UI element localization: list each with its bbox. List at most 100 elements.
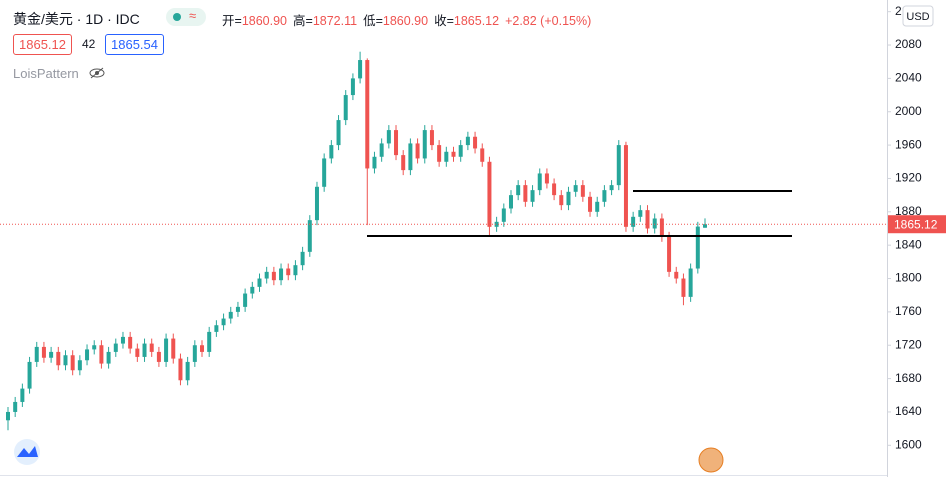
- currency-label: USD: [906, 11, 929, 23]
- y-tick-label: 1640: [895, 404, 922, 418]
- candle-body: [264, 271, 269, 279]
- candle-body: [70, 355, 75, 371]
- candle-body: [501, 208, 506, 222]
- logo-mark: [17, 446, 38, 457]
- candle-body: [638, 210, 643, 217]
- symbol[interactable]: 黄金/美元 · 1D · IDC: [13, 11, 140, 27]
- legend-value: 1865.12: [453, 14, 500, 28]
- candle-body: [156, 351, 161, 362]
- candle-body: [314, 186, 319, 221]
- candle-body: [228, 311, 233, 319]
- candle-body: [523, 185, 528, 202]
- candle-body: [631, 216, 636, 227]
- candle-body: [279, 268, 284, 281]
- candle-body: [200, 345, 205, 352]
- candle-body: [243, 293, 248, 307]
- candle-body: [451, 151, 456, 157]
- y-tick-label: 1760: [895, 304, 922, 318]
- candle-body: [322, 158, 327, 187]
- candle-body: [623, 145, 628, 227]
- bid-box[interactable]: 1865.12: [13, 34, 72, 55]
- candle-body: [113, 343, 118, 352]
- candle-body: [77, 360, 82, 371]
- candle-body: [235, 306, 240, 312]
- candle-body: [221, 318, 226, 326]
- candle-body: [386, 130, 391, 144]
- legend-value: 1860.90: [382, 14, 429, 28]
- status-pill[interactable]: ≈: [166, 8, 206, 26]
- candle-body: [171, 338, 176, 359]
- y-tick-label: 1880: [895, 204, 922, 218]
- candle-body: [164, 338, 169, 362]
- candle-body: [135, 348, 140, 357]
- ask-box[interactable]: 1865.54: [105, 34, 164, 55]
- candle-body: [695, 226, 700, 269]
- candle-body: [703, 224, 707, 228]
- candle-body: [307, 220, 312, 252]
- candle-body: [20, 388, 25, 402]
- candle-body: [588, 196, 593, 212]
- legend-label: 收=: [434, 14, 454, 28]
- hide-icon[interactable]: [88, 66, 106, 80]
- candle-body: [106, 351, 111, 364]
- y-tick-label: 1960: [895, 137, 922, 151]
- candle-body: [674, 271, 679, 279]
- candle-body: [257, 278, 262, 287]
- candle-body: [336, 120, 341, 146]
- candle-body: [300, 251, 305, 266]
- candle-body: [41, 346, 46, 358]
- candle-body: [99, 345, 104, 364]
- legend-value: 1860.90: [241, 14, 287, 28]
- candle-body: [27, 361, 32, 389]
- candle-body: [544, 173, 549, 184]
- candle-body: [56, 351, 61, 366]
- candle-body: [473, 136, 478, 149]
- currency-box[interactable]: [902, 5, 934, 27]
- candle-body: [537, 173, 542, 191]
- candle-body: [616, 145, 621, 186]
- candle-body: [566, 191, 571, 206]
- candle-body: [645, 210, 650, 229]
- y-tick-label: 1800: [895, 271, 922, 285]
- candle-body: [415, 143, 420, 159]
- candle-body: [559, 195, 564, 206]
- event-icon[interactable]: [698, 447, 724, 473]
- legend-label: 高=: [293, 14, 313, 28]
- candle-body: [350, 78, 355, 96]
- candle-body: [688, 268, 693, 297]
- candle-body: [465, 136, 470, 146]
- candle-body: [681, 278, 686, 297]
- candle-body: [401, 155, 406, 171]
- candle-body: [595, 201, 600, 212]
- y-tick-label: 1720: [895, 337, 922, 351]
- candle-body: [552, 183, 557, 196]
- candle-body: [207, 331, 212, 352]
- candle-body: [92, 345, 97, 350]
- y-tick-label: 2000: [895, 104, 922, 118]
- candle-body: [149, 343, 154, 352]
- last-price-box: [888, 215, 946, 234]
- candle-body: [178, 358, 183, 381]
- candle-body: [185, 361, 190, 381]
- candle-body: [408, 143, 413, 171]
- indicator-name[interactable]: LoisPattern: [13, 66, 79, 81]
- candle-body: [379, 143, 384, 157]
- candle-body: [271, 271, 276, 281]
- candle-body: [63, 355, 68, 366]
- candle-body: [293, 265, 298, 276]
- last-price-label: 1865.12: [894, 217, 938, 231]
- candle-body: [508, 195, 513, 209]
- legend-label: 开=: [222, 14, 242, 28]
- candle-body: [422, 130, 427, 159]
- candle-body: [659, 218, 664, 237]
- candle-body: [120, 336, 125, 344]
- candle-body: [652, 218, 657, 229]
- candle-body: [394, 130, 399, 156]
- candle-body: [444, 151, 449, 162]
- candle-body: [34, 346, 39, 362]
- candle-body: [142, 343, 147, 357]
- candle-body: [602, 190, 607, 202]
- legend-value: 1872.11: [312, 14, 358, 28]
- candle-body: [437, 145, 442, 162]
